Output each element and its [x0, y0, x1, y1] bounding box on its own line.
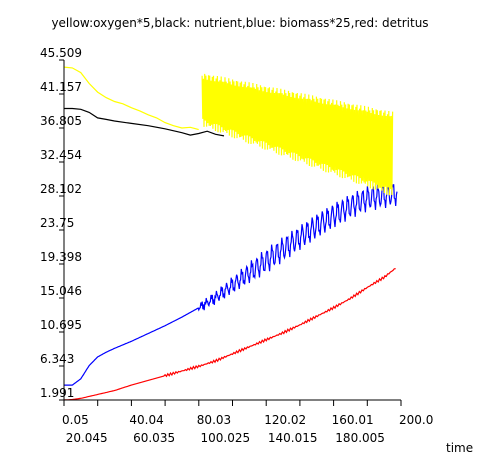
x-tick-label: 60.035 [133, 431, 175, 445]
chart-title: yellow:oxygen*5,black: nutrient,blue: bi… [51, 16, 429, 30]
series-line [64, 182, 398, 386]
series-oscillation [201, 73, 394, 196]
x-tick-label: 200.0 [399, 413, 433, 427]
x-tick-label: 40.04 [129, 413, 163, 427]
series-line [63, 268, 396, 401]
y-tick-label: 10.695 [40, 318, 82, 332]
y-tick-label: 28.102 [40, 182, 82, 196]
y-tick-label: 23.75 [40, 216, 74, 230]
y-tick-label: 45.509 [40, 46, 82, 60]
x-tick-label: 20.045 [66, 431, 108, 445]
y-tick-label: 41.157 [40, 80, 82, 94]
y-tick-label: 15.046 [40, 284, 82, 298]
x-tick-label: 80.03 [197, 413, 231, 427]
x-tick-label: 160.01 [332, 413, 374, 427]
y-tick-label: 1.991 [40, 386, 74, 400]
y-tick-label: 32.454 [40, 148, 82, 162]
x-tick-label: 120.02 [264, 413, 306, 427]
x-axis-label: time [446, 441, 473, 455]
y-tick-label: 36.805 [40, 114, 82, 128]
x-tick-label: 180.005 [335, 431, 385, 445]
series-line [63, 66, 199, 131]
y-tick-label: 6.343 [40, 352, 74, 366]
series-line [64, 107, 225, 137]
y-tick-label: 19.398 [40, 250, 82, 264]
x-tick-label: 140.015 [268, 431, 318, 445]
x-tick-label: 0.05 [62, 413, 89, 427]
x-tick-label: 100.025 [201, 431, 251, 445]
